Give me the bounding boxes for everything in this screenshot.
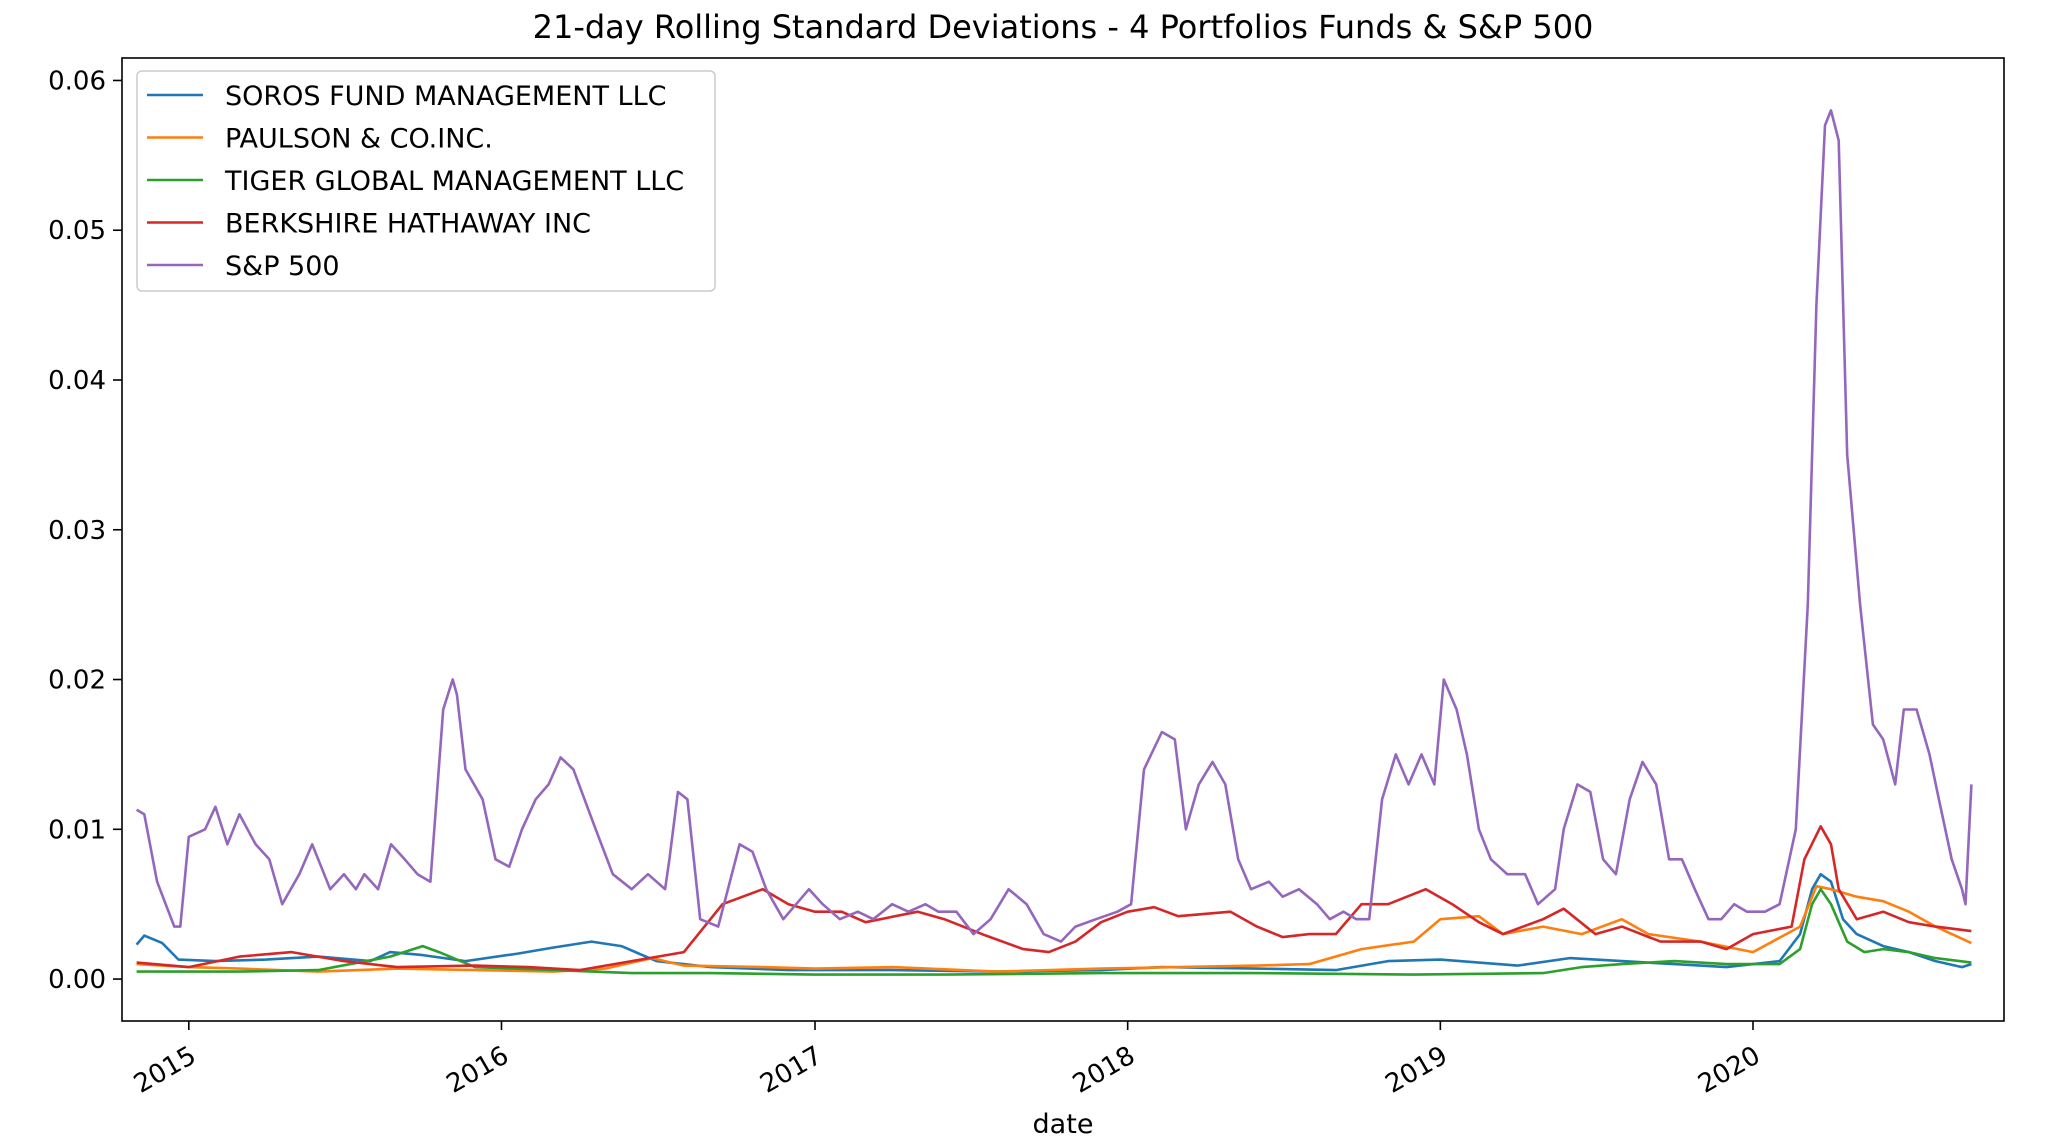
- y-tick-label: 0.06: [48, 66, 106, 96]
- y-tick-label: 0.01: [48, 815, 106, 845]
- x-tick-label: 2016: [442, 1041, 514, 1100]
- series-line-0: [135, 872, 1972, 973]
- legend-box: [136, 70, 716, 292]
- x-axis-label: date: [1033, 1109, 1094, 1140]
- y-tick-label: 0.05: [48, 216, 106, 246]
- y-tick-label: 0.03: [48, 516, 106, 546]
- legend-label: TIGER GLOBAL MANAGEMENT LLC: [224, 166, 684, 197]
- y-tick-label: 0.02: [48, 666, 106, 696]
- y-tick-label: 0.00: [48, 965, 106, 995]
- x-tick-label: 2018: [1068, 1041, 1140, 1100]
- x-tick-label: 2017: [755, 1041, 827, 1100]
- y-tick-label: 0.04: [48, 366, 106, 396]
- x-tick-label: 2020: [1693, 1041, 1765, 1100]
- plot-frame: [121, 57, 2005, 1022]
- legend-label: S&P 500: [225, 251, 340, 282]
- series-line-4: [135, 109, 1973, 943]
- legend-label: PAULSON & CO.INC.: [225, 124, 493, 155]
- x-tick-label: 2015: [129, 1041, 201, 1100]
- plot-area: [135, 109, 1973, 976]
- series-line-3: [136, 825, 1972, 972]
- legend-label: BERKSHIRE HATHAWAY INC: [225, 209, 591, 240]
- legend: SOROS FUND MANAGEMENT LLC PAULSON & CO.IN…: [136, 70, 716, 292]
- chart-title: 21-day Rolling Standard Deviations - 4 P…: [533, 8, 1594, 46]
- series-line-2: [136, 887, 1972, 976]
- series-line-1: [136, 884, 1972, 973]
- legend-label: SOROS FUND MANAGEMENT LLC: [225, 81, 667, 112]
- x-tick-label: 2019: [1381, 1041, 1453, 1100]
- x-axis: 2015 2016 2017 2018 2019 2020: [129, 1021, 1766, 1100]
- y-axis: 0.00 0.01 0.02 0.03 0.04 0.05 0.06: [48, 66, 122, 995]
